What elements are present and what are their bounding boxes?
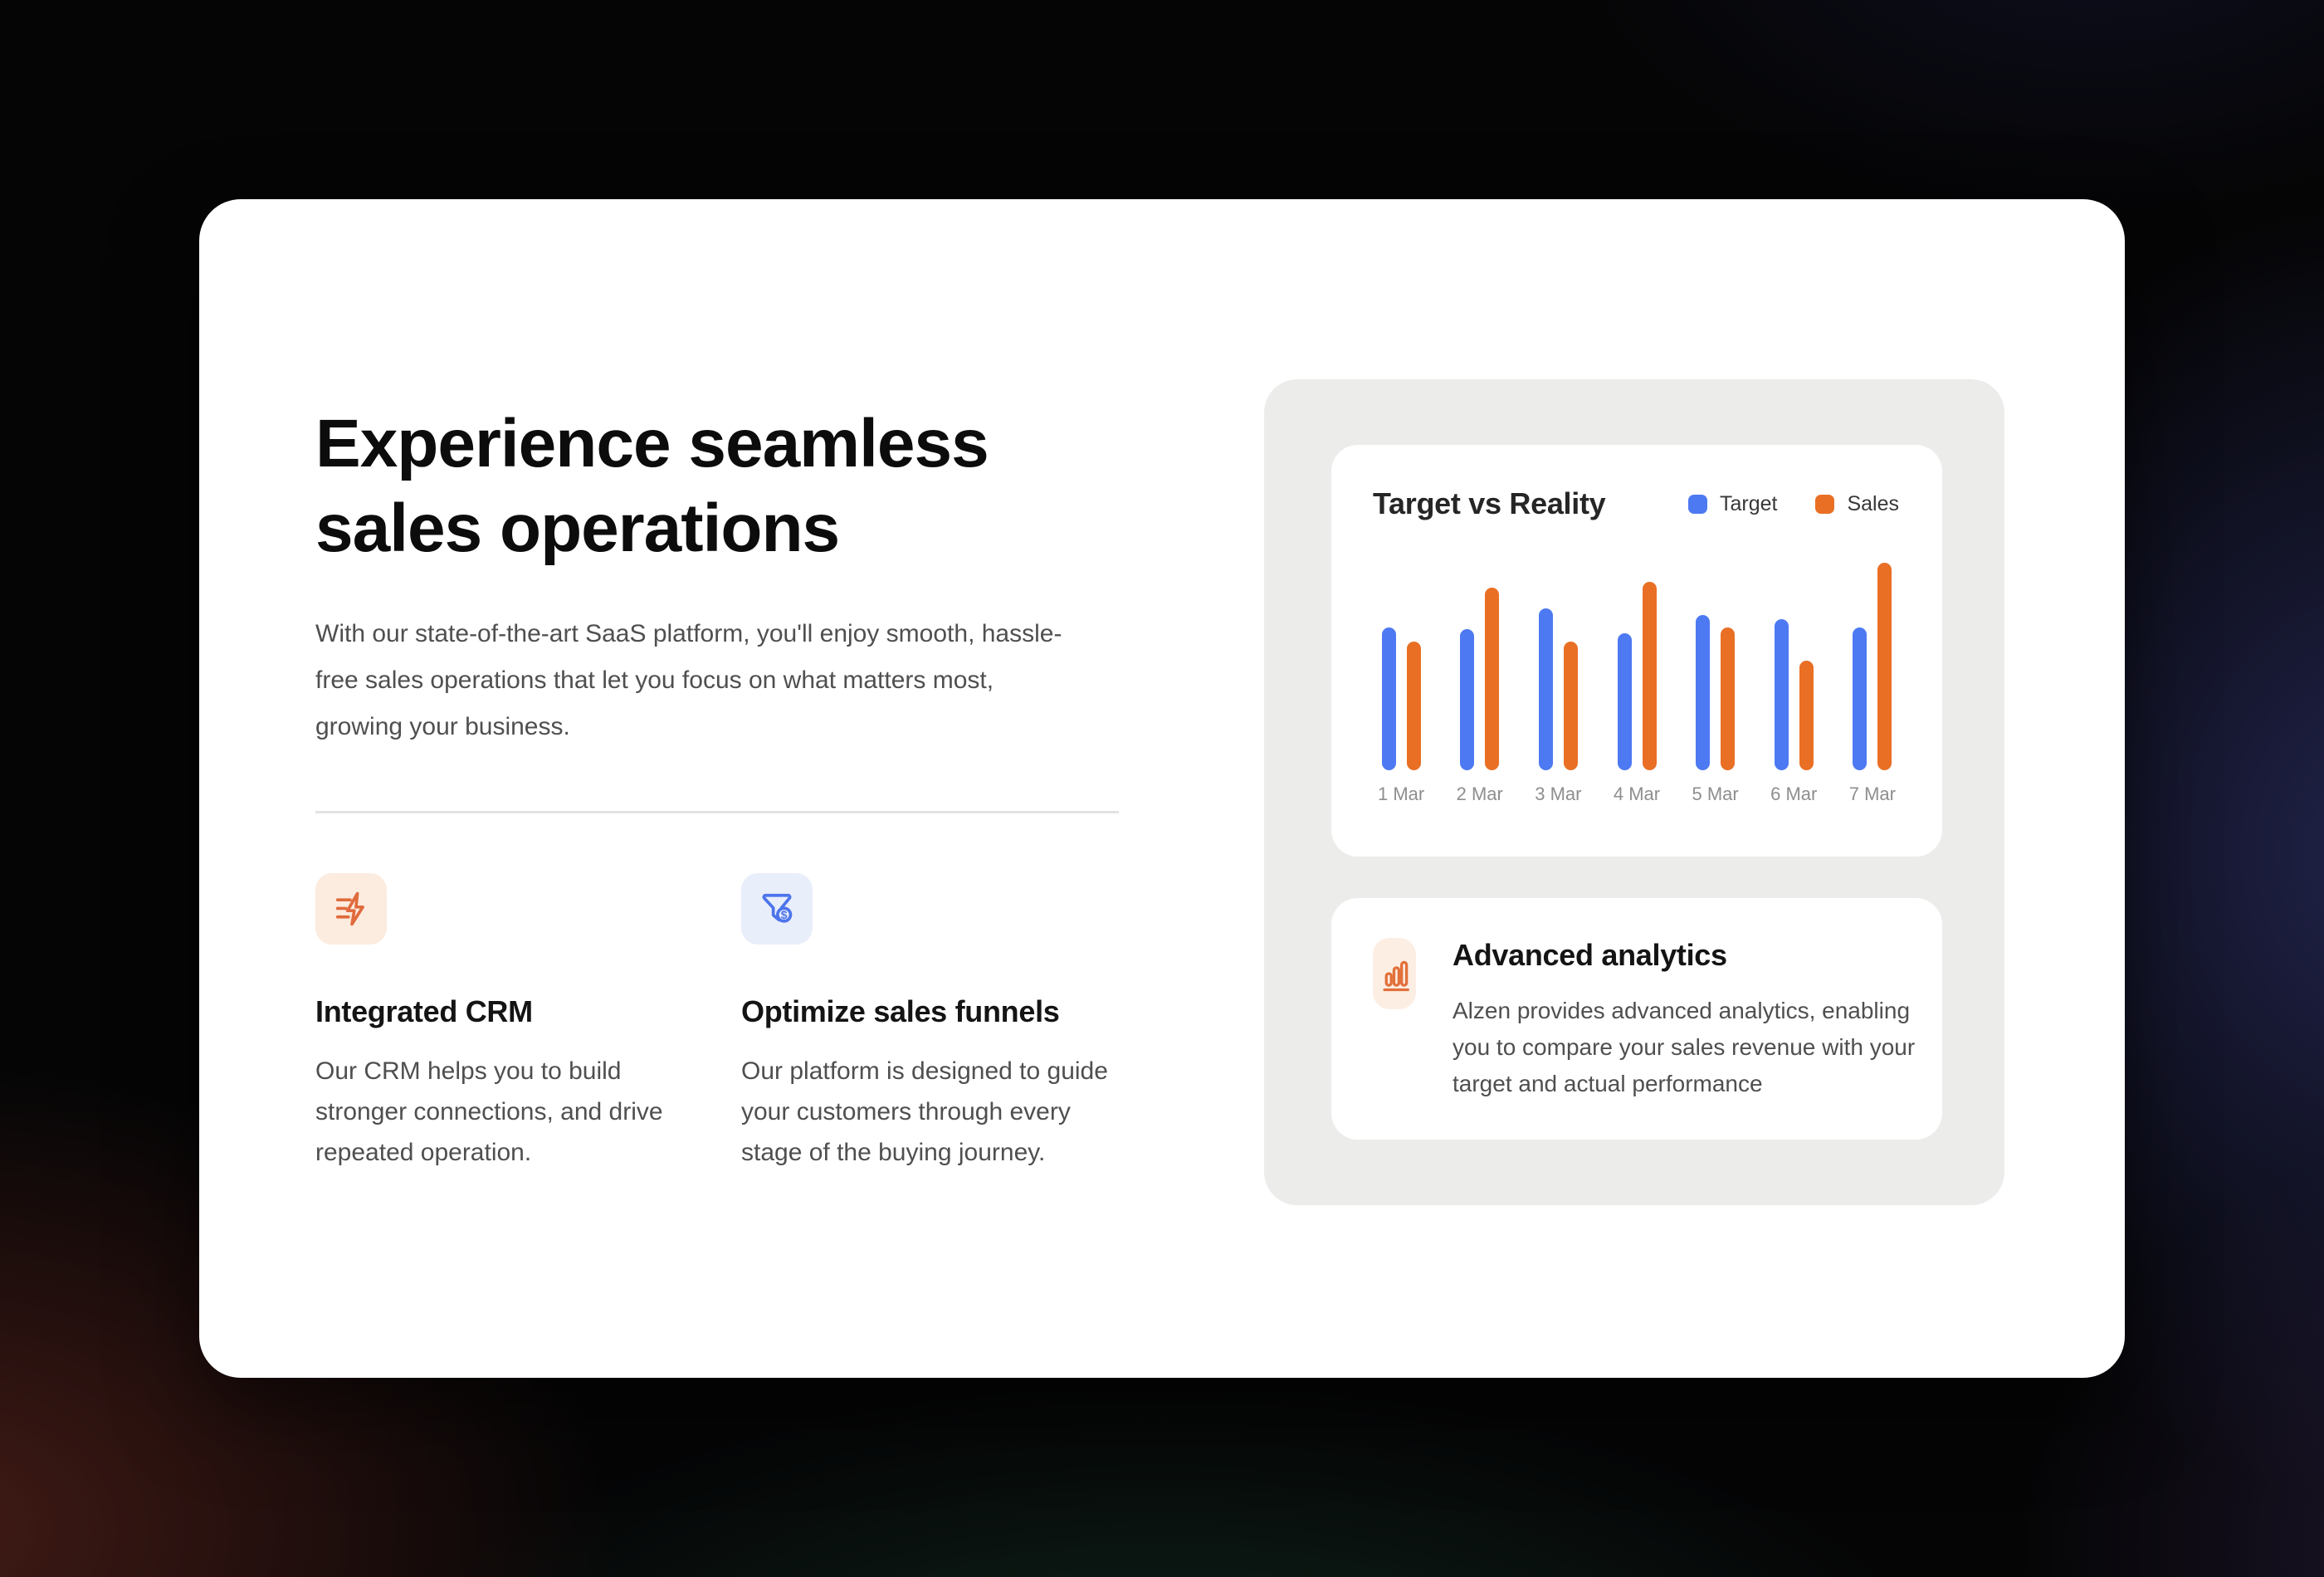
bar-target	[1538, 608, 1553, 770]
feature-integrated-crm: Integrated CRM Our CRM helps you to buil…	[315, 873, 710, 1173]
showcase-panel: Target vs Reality Target Sales 1 Mar 2 Mar…	[1264, 379, 2004, 1205]
bar-sales	[1799, 660, 1814, 770]
x-axis-label: 6 Mar	[1770, 784, 1818, 804]
legend-item-target: Target	[1687, 491, 1778, 516]
x-axis-label: 5 Mar	[1692, 784, 1739, 804]
bar-target	[1696, 614, 1711, 770]
hero-card: Experience seamless sales operations Wit…	[199, 199, 2125, 1378]
legend-swatch-sales	[1815, 494, 1835, 514]
bar-pair	[1617, 563, 1657, 770]
bar-pair	[1538, 563, 1578, 770]
feature-description: Our CRM helps you to build stronger conn…	[315, 1057, 663, 1166]
analytics-description: Alzen provides advanced analytics, enabl…	[1452, 998, 1916, 1096]
hero-paragraph: With our state-of-the-art SaaS platform,…	[315, 620, 1062, 740]
chart-header: Target vs Reality Target Sales	[1331, 445, 1942, 521]
bar-pair	[1381, 563, 1421, 770]
bar-sales	[1877, 563, 1892, 770]
x-axis-label: 2 Mar	[1456, 784, 1503, 804]
bar-target	[1853, 627, 1868, 770]
chart-card: Target vs Reality Target Sales 1 Mar 2 Mar…	[1331, 445, 1942, 857]
bar-sales	[1406, 642, 1421, 770]
x-axis-label: 4 Mar	[1613, 784, 1661, 804]
bar-target	[1460, 629, 1475, 770]
bar-target	[1617, 633, 1632, 770]
bar-pair	[1696, 563, 1736, 770]
feature-title: Integrated CRM	[315, 994, 533, 1028]
zap-lines-icon	[315, 873, 387, 945]
chart-title: Target vs Reality	[1373, 486, 1606, 520]
legend-item-sales: Sales	[1815, 492, 1899, 516]
analytics-text: Advanced analytics Alzen provides advanc…	[1452, 938, 1939, 1102]
bar-group: 5 Mar	[1692, 563, 1739, 805]
bar-target	[1381, 627, 1396, 770]
bar-sales	[1721, 627, 1736, 770]
bar-group: 3 Mar	[1535, 563, 1582, 805]
bar-sales	[1485, 588, 1500, 770]
bar-pair	[1853, 563, 1892, 770]
x-axis-label: 7 Mar	[1848, 784, 1896, 804]
bar-target	[1774, 618, 1789, 770]
chart-legend: Target Sales	[1687, 491, 1899, 516]
bar-sales	[1642, 581, 1657, 770]
legend-swatch-target	[1687, 494, 1707, 514]
x-axis-label: 3 Mar	[1535, 784, 1582, 804]
svg-text:$: $	[781, 908, 788, 921]
funnel-dollar-icon: $	[741, 873, 813, 945]
feature-title: Optimize sales funnels	[741, 994, 1060, 1028]
bar-group: 7 Mar	[1849, 563, 1896, 805]
feature-optimize-funnels: $ Optimize sales funnels Our platform is…	[741, 873, 1135, 1173]
bar-group: 6 Mar	[1770, 563, 1817, 805]
bar-sales	[1563, 642, 1578, 770]
bar-group: 4 Mar	[1614, 563, 1660, 805]
bar-chart-icon	[1373, 938, 1416, 1009]
feature-description: Our platform is designed to guide your c…	[741, 1057, 1108, 1166]
divider	[315, 811, 1119, 813]
bar-pair	[1774, 563, 1814, 770]
analytics-title: Advanced analytics	[1452, 938, 1727, 972]
legend-label: Sales	[1847, 491, 1899, 515]
bar-group: 2 Mar	[1457, 563, 1503, 805]
bar-group: 1 Mar	[1378, 563, 1424, 805]
x-axis-label: 1 Mar	[1378, 784, 1425, 804]
bar-chart: 1 Mar 2 Mar 3 Mar 4 Mar 5 Mar 6 Mar 7 Mar	[1373, 563, 1901, 805]
analytics-card: Advanced analytics Alzen provides advanc…	[1331, 898, 1942, 1140]
page-title: Experience seamless sales operations	[315, 406, 989, 566]
legend-label: Target	[1719, 491, 1778, 515]
bar-pair	[1460, 563, 1500, 770]
